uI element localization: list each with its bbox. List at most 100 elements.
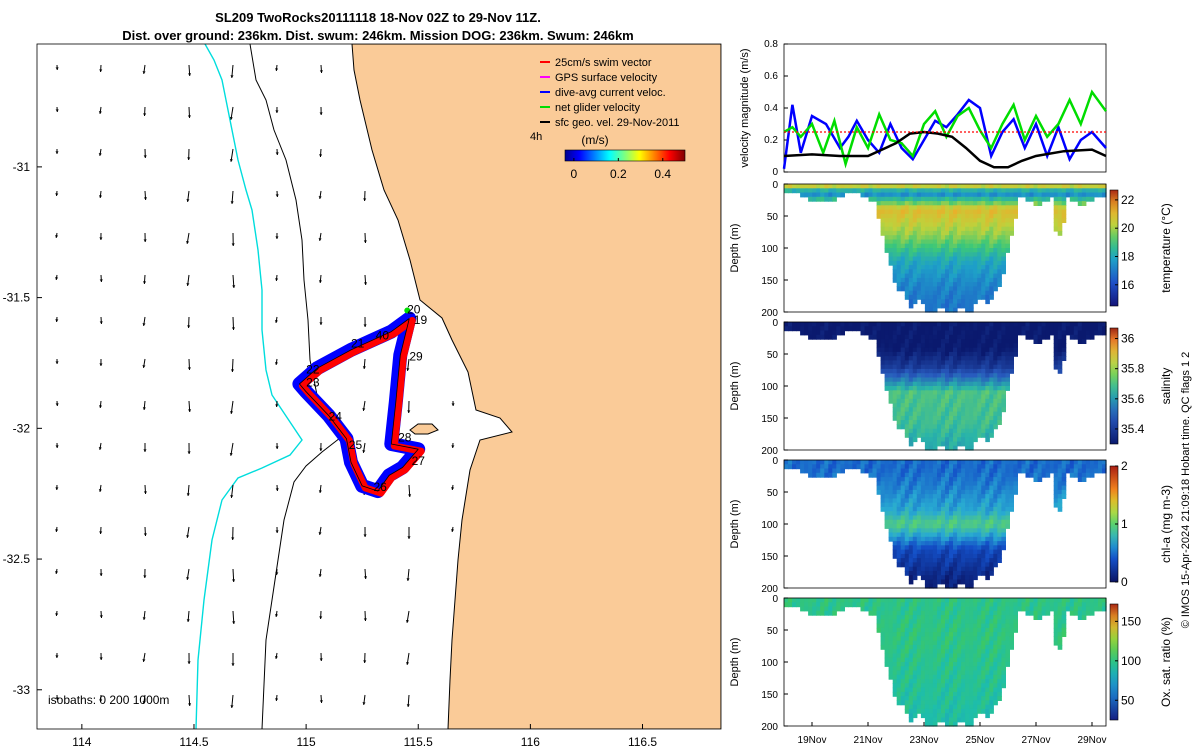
section-cell (953, 502, 958, 508)
section-cell (1009, 610, 1014, 616)
section-cell (928, 679, 934, 684)
section-cell (1081, 192, 1087, 198)
section-cell (892, 239, 898, 245)
section-cell (973, 494, 978, 499)
section-cell (932, 222, 938, 228)
section-cell (1013, 598, 1018, 603)
section-cell (884, 657, 890, 663)
section-cell (1009, 226, 1014, 232)
section-cell (792, 184, 797, 189)
section-cell (888, 235, 894, 241)
section-cell (900, 700, 906, 706)
section-ytick-label: 0 (772, 180, 778, 191)
section-cell (920, 360, 926, 366)
section-cell (997, 373, 1002, 379)
section-cell (920, 218, 926, 223)
section-cell (928, 192, 934, 198)
section-cell (945, 307, 950, 313)
section-cell (993, 536, 998, 542)
section-cell (932, 583, 938, 589)
section-cell (900, 360, 906, 366)
section-cell (884, 218, 890, 223)
section-cell (920, 566, 926, 572)
section-cell (912, 704, 918, 710)
section-cell (969, 415, 974, 421)
section-cell (977, 566, 982, 572)
section-cell (953, 256, 958, 262)
section-cell (912, 679, 918, 684)
section-cell (912, 623, 918, 629)
section-cell (949, 248, 954, 253)
section-cell (1057, 322, 1063, 327)
section-cell (957, 273, 962, 279)
section-xtick-label: 25Nov (966, 735, 995, 746)
section-cell (945, 468, 950, 474)
section-cell (969, 464, 974, 470)
section-cell (941, 700, 946, 706)
section-cell (953, 662, 958, 667)
section-cell (908, 184, 914, 189)
section-cell (924, 670, 930, 676)
section-cell (888, 209, 894, 215)
section-cell (916, 256, 922, 262)
section-cell (872, 322, 878, 327)
section-cell (949, 360, 954, 366)
section-cell (1033, 610, 1039, 616)
section-cell (928, 636, 934, 642)
section-cell (900, 511, 906, 517)
section-cell (884, 636, 890, 642)
section-cell (953, 381, 958, 387)
section-cell (997, 636, 1002, 642)
section-cell (796, 188, 801, 194)
section-cell (1057, 339, 1063, 344)
section-cell (880, 502, 886, 508)
section-cell (924, 273, 930, 279)
section-cell (896, 394, 902, 400)
section-cell (924, 209, 930, 215)
section-cell (1089, 334, 1095, 340)
section-cell (981, 294, 986, 300)
section-cell (1069, 196, 1075, 202)
section-cell (1025, 606, 1031, 612)
section-cell (945, 260, 950, 266)
section-cell (1009, 489, 1014, 495)
section-cell (1005, 360, 1010, 366)
section-cell (977, 386, 982, 391)
section-cell (1001, 265, 1006, 270)
section-cell (949, 420, 954, 425)
section-cell (1029, 468, 1035, 474)
section-cell (796, 326, 801, 332)
section-xtick-label: 19Nov (798, 735, 827, 746)
section-cell (945, 644, 950, 650)
section-cell (900, 205, 906, 211)
section-cell (932, 432, 938, 438)
section-cell (985, 558, 990, 563)
section-cell (1033, 201, 1039, 206)
section-cell (816, 464, 821, 470)
section-cell (928, 334, 934, 340)
current-vector-head (230, 705, 234, 708)
section-cell (840, 326, 845, 332)
section-cell (945, 524, 950, 529)
section-cell (924, 386, 930, 391)
section-cell (1061, 615, 1067, 620)
section-cell (941, 511, 946, 517)
section-cell (985, 683, 990, 689)
section-cell (1053, 213, 1059, 219)
section-cell (832, 188, 837, 194)
section-cell (993, 649, 998, 655)
section-cell (880, 218, 886, 223)
section-cell (945, 674, 950, 680)
section-cell (989, 260, 994, 266)
section-cell (961, 691, 966, 697)
section-cell (937, 252, 942, 258)
section-cell (900, 524, 906, 529)
section-cell (969, 532, 974, 538)
section-cell (977, 485, 982, 491)
section-cell (1009, 464, 1014, 470)
section-cell (916, 679, 922, 684)
section-cell (973, 610, 978, 616)
section-cell (997, 269, 1002, 275)
section-cell (981, 196, 986, 202)
section-cell (1098, 184, 1103, 189)
